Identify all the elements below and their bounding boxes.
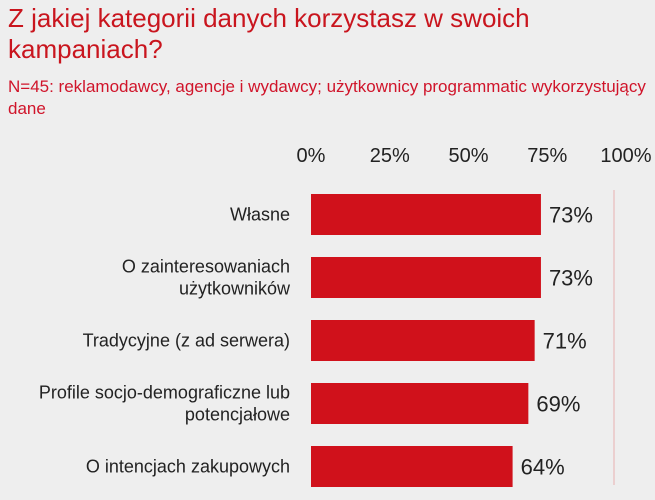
- value-label: 69%: [536, 392, 580, 417]
- category-label: użytkowników: [179, 279, 291, 299]
- category-label: potencjałowe: [185, 405, 290, 425]
- bar: [311, 194, 541, 235]
- category-label: O zainteresowaniach: [122, 257, 290, 277]
- value-label: 73%: [549, 266, 593, 291]
- bar: [311, 320, 535, 361]
- x-tick-label: 0%: [297, 145, 326, 167]
- category-label: Własne: [230, 205, 290, 225]
- category-label: Profile socjo-demograficzne lub: [39, 383, 290, 403]
- x-tick-label: 50%: [448, 145, 488, 167]
- category-label: Tradycyjne (z ad serwera): [83, 331, 290, 351]
- category-label: O intencjach zakupowych: [86, 457, 290, 477]
- value-label: 73%: [549, 203, 593, 228]
- x-tick-label: 75%: [527, 145, 567, 167]
- value-label: 64%: [521, 455, 565, 480]
- chart-subtitle: N=45: reklamodawcy, agencje i wydawcy; u…: [8, 77, 646, 118]
- bar: [311, 257, 541, 298]
- chart-title: Z jakiej kategorii danych korzystasz w s…: [8, 3, 530, 64]
- bar: [311, 383, 529, 424]
- x-tick-label: 100%: [600, 145, 651, 167]
- x-tick-label: 25%: [370, 145, 410, 167]
- bar: [311, 446, 513, 487]
- value-label: 71%: [543, 329, 587, 354]
